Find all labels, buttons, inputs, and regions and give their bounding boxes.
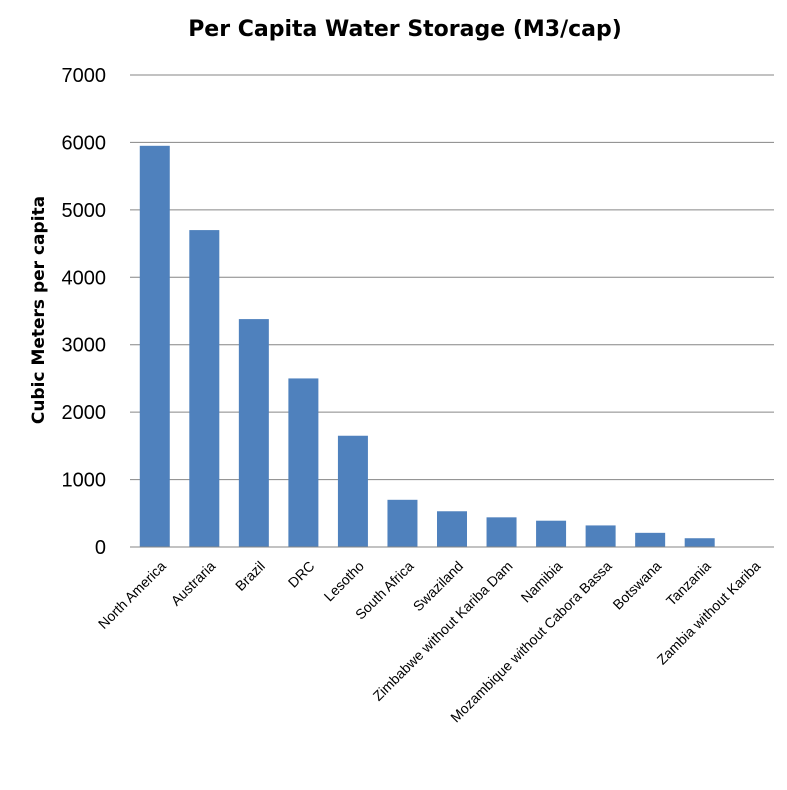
x-tick-label: Brazil <box>232 558 268 594</box>
x-tick-label: Namibia <box>518 558 566 606</box>
y-axis-ticks: 0 1000 2000 3000 4000 5000 6000 7000 <box>62 65 107 559</box>
x-tick-label: Lesotho <box>320 558 367 605</box>
bar <box>635 532 666 547</box>
bar <box>139 145 170 548</box>
gridlines <box>130 74 774 481</box>
bar <box>387 499 418 547</box>
bar <box>585 525 616 547</box>
bars <box>139 145 715 548</box>
x-tick-label: Tanzania <box>663 558 714 609</box>
x-tick-label: DRC <box>285 558 318 591</box>
y-tick-label: 0 <box>95 537 106 559</box>
y-tick-label: 4000 <box>62 267 107 289</box>
bar <box>337 435 368 547</box>
bar <box>536 520 567 547</box>
y-tick-label: 1000 <box>62 470 107 492</box>
y-tick-label: 5000 <box>62 200 107 222</box>
bar <box>437 511 467 547</box>
y-tick-label: 3000 <box>62 335 107 357</box>
chart-title: Per Capita Water Storage (M3/cap) <box>188 17 622 42</box>
y-axis-label: Cubic Meters per capita <box>29 196 49 424</box>
x-tick-label: Botswana <box>609 558 664 613</box>
y-tick-label: 7000 <box>62 65 107 87</box>
y-tick-label: 2000 <box>62 402 107 424</box>
bar <box>684 538 715 547</box>
bar <box>486 517 517 547</box>
x-tick-label: Austraria <box>167 558 218 609</box>
bar <box>238 319 269 547</box>
bar <box>189 230 220 548</box>
y-tick-label: 6000 <box>62 132 107 154</box>
x-tick-label: North America <box>95 558 169 632</box>
bar <box>288 378 319 547</box>
